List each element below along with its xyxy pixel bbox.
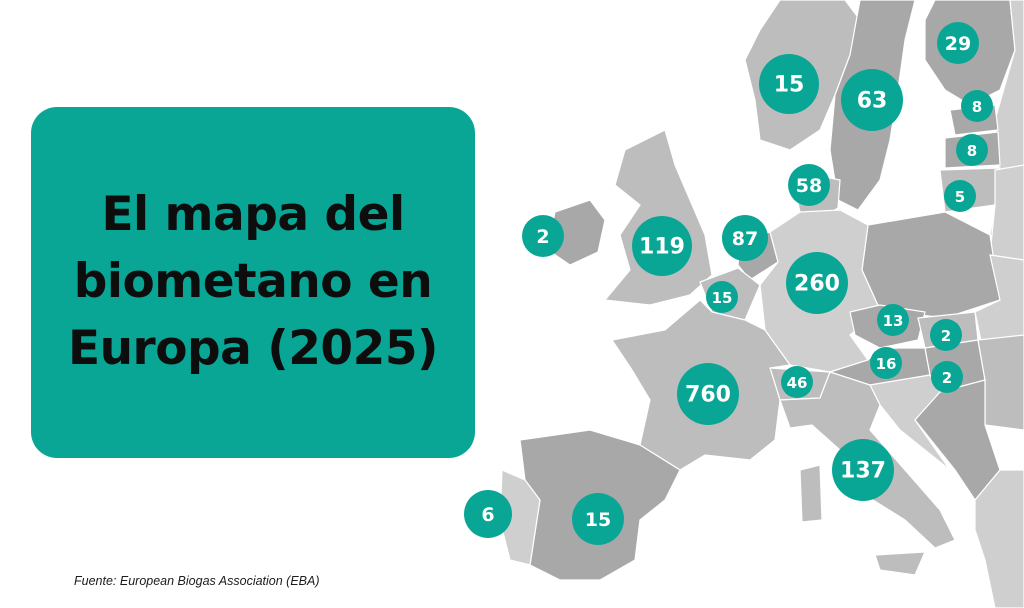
bubble-value-netherlands: 87 [732,228,758,250]
value-bubble-hungary: 2 [931,361,963,393]
value-bubble-switzerland: 46 [781,366,813,398]
bubble-circle-ireland [522,215,564,257]
value-bubble-norway: 15 [759,54,819,114]
bubble-circle-italy [832,439,894,501]
bubble-value-portugal: 6 [481,504,494,526]
bubble-value-lithuania: 5 [955,188,965,206]
value-bubble-italy: 137 [832,439,894,501]
bubble-circle-united-kingdom [632,216,692,276]
title-box: El mapa del biometano en Europa (2025) [31,107,475,458]
page-title: El mapa del biometano en Europa (2025) [67,182,439,382]
bubble-value-belgium: 15 [712,289,733,307]
bubble-circle-switzerland [781,366,813,398]
bubble-circle-lithuania [944,180,976,212]
island-sicily [874,551,926,576]
value-bubble-austria: 16 [870,347,902,379]
bubble-value-united-kingdom: 119 [639,235,685,260]
bubble-value-czechia: 13 [883,312,904,330]
source-note: Fuente: European Biogas Association (EBA… [74,574,320,588]
bubble-circle-denmark [788,164,830,206]
bubble-value-norway: 15 [774,73,805,98]
bubble-circle-austria [870,347,902,379]
value-bubble-denmark: 58 [788,164,830,206]
title-line-2: biometano en [73,254,433,310]
bubble-circle-latvia [956,134,988,166]
country-greece [974,469,1024,608]
bubble-value-switzerland: 46 [787,374,808,392]
value-bubble-netherlands: 87 [722,215,768,261]
country-belarus [989,164,1024,261]
value-bubble-estonia: 8 [961,90,993,122]
bubble-circle-germany [786,252,848,314]
value-bubbles: 15 63 29 8 8 5 58 2 119 87 15 260 13 2 16 2 46 760 137 6 15 [464,22,993,545]
value-bubble-lithuania: 5 [944,180,976,212]
bubble-value-germany: 260 [794,272,840,297]
bubble-circle-norway [759,54,819,114]
bubble-circle-hungary [931,361,963,393]
value-bubble-finland: 29 [937,22,979,64]
bubble-circle-slovakia [930,319,962,351]
bubble-value-france: 760 [685,383,731,408]
bubble-value-finland: 29 [945,33,971,55]
value-bubble-germany: 260 [786,252,848,314]
bubble-circle-estonia [961,90,993,122]
bubble-value-denmark: 58 [796,175,822,197]
bubble-value-austria: 16 [876,355,897,373]
bubble-value-latvia: 8 [967,142,977,160]
value-bubble-portugal: 6 [464,490,512,538]
bubble-circle-netherlands [722,215,768,261]
value-bubble-france: 760 [677,363,739,425]
bubble-value-italy: 137 [840,459,886,484]
value-bubble-latvia: 8 [956,134,988,166]
island-sardinia [799,464,823,523]
value-bubble-belgium: 15 [706,281,738,313]
bubble-circle-sweden [841,69,903,131]
bubble-value-hungary: 2 [942,369,952,387]
bubble-circle-finland [937,22,979,64]
country-poland [861,211,1001,319]
bubble-value-slovakia: 2 [941,327,951,345]
bubble-value-sweden: 63 [857,89,888,114]
title-line-1: El mapa del [101,187,405,243]
value-bubble-slovakia: 2 [930,319,962,351]
value-bubble-ireland: 2 [522,215,564,257]
bubble-circle-belgium [706,281,738,313]
value-bubble-united-kingdom: 119 [632,216,692,276]
bubble-circle-portugal [464,490,512,538]
bubble-value-ireland: 2 [536,226,549,248]
bubble-circle-france [677,363,739,425]
value-bubble-sweden: 63 [841,69,903,131]
bubble-value-estonia: 8 [972,98,982,116]
value-bubble-czechia: 13 [877,304,909,336]
bubble-value-spain: 15 [585,509,611,531]
bubble-circle-czechia [877,304,909,336]
value-bubble-spain: 15 [572,493,624,545]
bubble-circle-spain [572,493,624,545]
title-line-3: Europa (2025) [67,320,439,376]
country-romania [977,334,1024,431]
